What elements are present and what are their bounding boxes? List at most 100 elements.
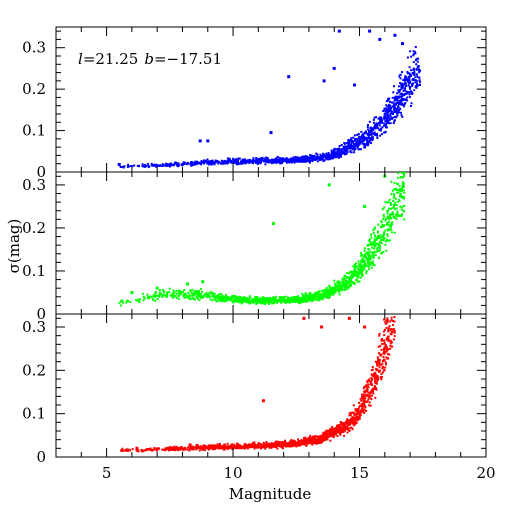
data-point xyxy=(230,161,233,164)
data-point xyxy=(234,295,237,298)
data-point xyxy=(166,294,169,297)
data-point xyxy=(389,329,392,332)
data-point xyxy=(278,158,281,161)
data-point xyxy=(373,264,376,267)
data-point xyxy=(389,223,392,226)
data-point xyxy=(199,292,202,295)
data-point xyxy=(304,157,307,159)
x-tick-label: 15 xyxy=(350,464,369,482)
data-point xyxy=(243,158,246,161)
data-point xyxy=(270,159,273,162)
data-point xyxy=(335,433,338,436)
data-point xyxy=(367,239,370,242)
data-point xyxy=(353,267,356,270)
data-point xyxy=(198,294,201,297)
data-point xyxy=(392,205,395,208)
data-point xyxy=(218,443,221,446)
data-point xyxy=(358,280,361,283)
data-point xyxy=(342,423,345,426)
data-point xyxy=(356,142,359,145)
data-point xyxy=(416,84,419,87)
data-point xyxy=(296,160,299,163)
outlier-point xyxy=(120,449,124,452)
data-point xyxy=(302,157,305,159)
data-point xyxy=(354,413,357,416)
data-point xyxy=(383,334,386,336)
data-point xyxy=(199,288,202,290)
data-point xyxy=(389,320,392,323)
data-point xyxy=(411,91,413,94)
data-point xyxy=(350,147,353,150)
data-point xyxy=(322,291,325,294)
data-point xyxy=(205,296,208,298)
data-point xyxy=(412,73,415,76)
data-point xyxy=(400,100,402,103)
data-point xyxy=(236,160,239,163)
data-point xyxy=(390,110,393,113)
outlier-point xyxy=(363,204,367,208)
data-point xyxy=(390,328,393,331)
data-point xyxy=(416,60,419,63)
data-point xyxy=(380,373,383,376)
annotation-b-value: =−17.51 xyxy=(154,50,222,68)
data-point xyxy=(387,107,390,110)
data-point xyxy=(346,286,349,289)
data-point xyxy=(351,282,354,285)
data-point xyxy=(287,445,290,448)
data-point xyxy=(182,294,185,297)
data-point xyxy=(364,397,367,400)
data-point xyxy=(154,294,157,297)
data-point xyxy=(377,223,380,226)
data-point xyxy=(357,411,360,414)
data-point xyxy=(176,449,179,451)
data-point xyxy=(363,391,366,394)
data-point xyxy=(362,387,365,390)
data-point xyxy=(301,159,304,162)
data-point xyxy=(168,446,171,449)
data-point xyxy=(274,441,277,444)
data-point xyxy=(141,450,144,453)
data-point xyxy=(389,108,392,111)
data-point xyxy=(373,240,376,243)
data-point xyxy=(321,156,324,159)
data-point xyxy=(255,296,258,299)
data-point xyxy=(265,156,267,159)
data-point xyxy=(387,105,390,108)
data-point xyxy=(396,112,399,115)
data-point xyxy=(356,413,359,416)
data-point xyxy=(304,442,307,444)
annotation-l-value: =21.25 xyxy=(83,50,139,68)
data-point xyxy=(406,56,409,59)
data-point xyxy=(346,144,349,147)
data-point xyxy=(330,153,333,156)
data-point xyxy=(335,429,338,432)
data-point xyxy=(392,307,394,309)
data-point xyxy=(223,162,226,165)
data-point xyxy=(408,87,411,90)
data-point xyxy=(277,440,280,443)
data-point xyxy=(272,160,275,162)
data-point xyxy=(240,162,243,165)
data-point xyxy=(176,164,179,167)
data-point xyxy=(384,328,386,331)
data-point xyxy=(364,144,366,147)
data-point xyxy=(321,294,324,297)
data-point xyxy=(402,182,405,185)
data-point xyxy=(281,158,284,161)
data-point xyxy=(360,252,363,255)
data-point xyxy=(401,184,404,187)
data-point xyxy=(370,377,373,379)
data-point xyxy=(190,448,193,451)
data-point xyxy=(362,255,365,258)
data-point xyxy=(197,289,200,292)
data-point xyxy=(338,284,341,287)
data-point xyxy=(398,90,401,93)
data-point xyxy=(391,96,394,99)
data-point xyxy=(311,155,314,158)
data-point xyxy=(284,443,287,446)
data-point xyxy=(370,369,373,372)
data-point xyxy=(226,297,228,300)
data-point xyxy=(264,163,267,166)
data-point xyxy=(360,137,363,140)
data-point xyxy=(238,296,241,299)
